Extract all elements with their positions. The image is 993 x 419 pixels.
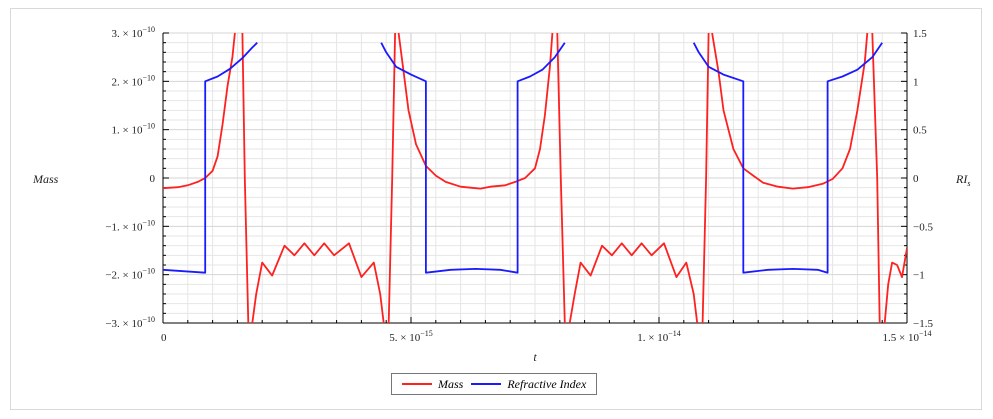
series-mass-segment [397,32,554,190]
tick-label-left: −2. × 10−10 [105,267,155,282]
series-mass-segment [387,32,396,324]
legend-item-mass: Mass [402,377,463,392]
series-mass-segment [241,32,250,324]
series-mass-segment [883,247,907,324]
axes [162,32,908,324]
legend-swatch-mass [402,383,432,385]
tick-label-left: 0 [150,173,156,185]
tick-label-right: −1.5 [913,318,933,330]
y-axis-label-right: RIs [955,172,970,188]
tick-label-left: 2. × 10−10 [112,73,155,88]
series-mass-segment [711,32,869,190]
tick-label-right: −0.5 [913,221,933,233]
grid-lines [162,32,908,324]
tick-label-right: 1 [913,76,919,88]
y-axis-label-left: Mass [32,172,59,186]
legend-item-refractive-index: Refractive Index [471,377,586,392]
tick-label-left: 1. × 10−10 [112,122,155,137]
series-mass-segment [251,242,385,324]
series-mass-segment [556,32,566,324]
legend-label-mass: Mass [438,376,464,391]
tick-label-left: 3. × 10−10 [112,25,155,40]
tick-label-bottom: 5. × 10−15 [389,329,432,344]
series-mass-segment [163,32,236,190]
tick-label-right: −1 [913,270,925,282]
legend: Mass Refractive Index [391,373,598,395]
tick-label-bottom: 1. × 10−14 [637,329,680,344]
tick-label-right: 1.5 [913,28,927,40]
tick-labels: 3. × 10−10 2. × 10−10 1. × 10−10 0 −1. × 10−… [105,25,933,344]
plot-svg: 3. × 10−10 2. × 10−10 1. × 10−10 0 −1. × 10−… [32,25,970,364]
x-axis-label: t [533,350,537,364]
tick-label-bottom: 0 [161,332,167,344]
tick-label-left: −3. × 10−10 [105,315,155,330]
series-mass-segment [568,242,699,324]
series-mass-segment [871,32,881,324]
tick-label-right: 0.5 [913,125,927,137]
tick-label-right: 0 [913,173,919,185]
series-mass-segment [701,32,710,324]
chart-frame: 3. × 10−10 2. × 10−10 1. × 10−10 0 −1. × 10−… [10,8,982,410]
series-refractive-index-segment [163,42,258,274]
legend-swatch-refractive-index [471,383,502,385]
series-lines [163,32,907,324]
series-refractive-index-segment [380,42,566,274]
legend-label-refractive-index: Refractive Index [507,376,587,391]
tick-label-bottom: 1.5 × 10−14 [883,329,932,344]
series-refractive-index-segment [692,42,883,274]
tick-label-left: −1. × 10−10 [105,218,155,233]
